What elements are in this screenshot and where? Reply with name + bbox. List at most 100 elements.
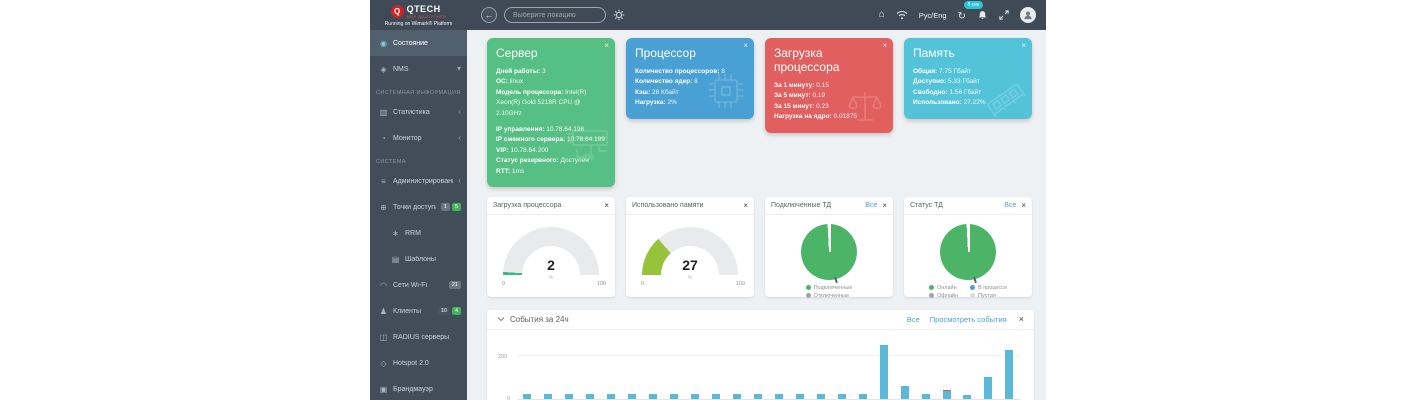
bar-02:00[interactable] — [747, 342, 768, 399]
bar-17:00[interactable] — [559, 342, 580, 399]
bar-19:00[interactable] — [601, 342, 622, 399]
sidebar-item-клиенты[interactable]: ♟ Клиенты 10 4 — [370, 298, 467, 324]
bar-20:00[interactable] — [622, 342, 643, 399]
card-field: Дней работы: 3 — [496, 68, 546, 75]
legend-item: Отключенные — [805, 293, 853, 299]
close-icon[interactable]: × — [1021, 200, 1026, 210]
all-link[interactable]: Все — [1004, 201, 1017, 209]
bar-05:00[interactable] — [810, 342, 831, 399]
sidebar-item-состояние[interactable]: ◉ Состояние — [370, 30, 467, 56]
widget-title: Статус ТД — [910, 201, 943, 209]
close-icon[interactable]: × — [1018, 314, 1024, 325]
sidebar-item-шаблоны[interactable]: ▤ Шаблоны — [370, 246, 467, 272]
bar-12:00[interactable] — [957, 342, 978, 399]
sidebar-item-монитор[interactable]: ◔ Монитор ‹ — [370, 125, 467, 151]
sidebar-item-точки-доступа[interactable]: ⊕ Точки доступа 1 5 — [370, 194, 467, 220]
sidebar-item-администрирование[interactable]: ≡ Администрирование ‹ — [370, 168, 467, 194]
count-badge: 1 — [440, 202, 450, 212]
bar-01:00[interactable] — [727, 342, 748, 399]
back-button[interactable]: ← — [481, 7, 497, 23]
close-icon[interactable]: × — [882, 41, 887, 50]
widget-title: Загрузка процессора — [493, 201, 562, 209]
pie-chart[interactable] — [801, 223, 857, 280]
statistics-icon: ▥ — [379, 107, 388, 117]
wifi-icon[interactable] — [896, 10, 908, 20]
card-field: Нагрузка на ядро: 0.01875 — [774, 113, 858, 121]
bar-21:00[interactable] — [643, 342, 664, 399]
events-all-link[interactable]: Все — [906, 314, 920, 324]
gauge-unit: % — [548, 274, 554, 281]
sidebar-item-nms[interactable]: ◈ NMS ▾ — [370, 56, 467, 82]
chevron-icon: ‹ — [458, 176, 461, 185]
bar-04:00[interactable] — [789, 342, 810, 399]
sidebar-item-label: Клиенты — [393, 307, 422, 315]
bar-14:00[interactable] — [999, 342, 1020, 399]
sidebar-nav: ◉ Состояние ◈ NMS ▾ СИСТЕМНАЯ ИНФОРМАЦИЯ ▥ Стат… — [370, 30, 467, 400]
location-search-input[interactable] — [504, 7, 606, 23]
bar-09:00[interactable] — [894, 342, 915, 399]
pie-legend-2col: Онлайн Офлайн В процессе Пустая — [904, 285, 1032, 299]
all-link[interactable]: Все — [865, 201, 878, 209]
card-field: Количество процессоров: 8 — [635, 68, 725, 75]
server-card: × Сервер Дней работы: 3 ОС: linux Модель п… — [487, 38, 615, 187]
bar-16:00[interactable] — [538, 342, 559, 399]
card-field: За 1 минуту: 0.15 — [774, 82, 829, 89]
count-badge: 5 — [451, 202, 461, 212]
chip-icon — [706, 71, 746, 111]
close-icon[interactable]: × — [743, 41, 748, 50]
settings-icon[interactable] — [613, 9, 625, 21]
language-toggle[interactable]: Рус/Eng — [918, 10, 947, 20]
templates-icon: ▤ — [391, 254, 400, 264]
sidebar-item-брандмауэр[interactable]: ▣ Брандмауэр — [370, 376, 467, 400]
bar-10:00[interactable] — [915, 342, 936, 399]
sidebar-item-hotspot-2-0[interactable]: ◇ Hotspot 2.0 — [370, 350, 467, 376]
close-icon[interactable]: × — [1021, 41, 1026, 50]
sidebar-item-сети-wi-fi[interactable]: ◠ Сети Wi-Fi 21 — [370, 272, 467, 298]
bar-11:00[interactable] — [936, 342, 957, 399]
card-field: Кэш: 28 Кбайт — [635, 88, 679, 96]
bar-13:00[interactable] — [978, 342, 999, 399]
bar-08:00[interactable] — [873, 342, 894, 399]
legend-item: Пустая — [970, 293, 1007, 299]
sidebar-section: СИСТЕМНАЯ ИНФОРМАЦИЯ — [376, 90, 461, 96]
scales-icon — [845, 87, 885, 127]
bar-18:00[interactable] — [580, 342, 601, 399]
sidebar-item-label: RRM — [405, 229, 421, 237]
administration-icon: ≡ — [381, 176, 386, 186]
logo[interactable]: Q QTECH МИР ДОСТУПНЕЕ Running on Wimark®… — [370, 0, 467, 30]
sidebar-item-label: RADIUS серверы — [393, 333, 450, 341]
auto-refresh-icon[interactable]: ↻ 5 сек — [958, 1, 984, 24]
sidebar-item-label: Статистика — [393, 108, 430, 116]
bar-07:00[interactable] — [852, 342, 873, 399]
sidebar-item-label: Hotspot 2.0 — [393, 359, 429, 367]
sidebar-item-label: Сети Wi-Fi — [393, 281, 428, 289]
bar-23:00[interactable] — [685, 342, 706, 399]
view-events-link[interactable]: Просмотреть события — [929, 314, 1007, 324]
events-title: События за 24ч — [510, 314, 569, 324]
bar-06:00[interactable] — [831, 342, 852, 399]
card-title: Сервер — [496, 46, 538, 60]
bar-00:00[interactable] — [706, 342, 727, 399]
wifi-icon: ◠ — [380, 280, 387, 290]
close-icon[interactable]: × — [604, 200, 609, 210]
pie-chart[interactable] — [940, 223, 996, 280]
close-icon[interactable]: × — [882, 200, 887, 210]
server-circuit-icon — [565, 125, 611, 165]
bar-15:00[interactable] — [517, 342, 538, 399]
expand-icon[interactable] — [999, 10, 1009, 20]
refresh-interval-badge: 5 сек — [963, 1, 984, 9]
bar-03:00[interactable] — [768, 342, 789, 399]
sidebar-item-rrm[interactable]: ∗ RRM — [370, 220, 467, 246]
sidebar-item-radius-серверы[interactable]: ◫ RADIUS серверы — [370, 324, 467, 350]
close-icon[interactable]: × — [743, 200, 748, 210]
bell-icon[interactable] — [977, 10, 988, 21]
close-icon[interactable]: × — [604, 41, 609, 50]
home-icon[interactable]: ⌂ — [878, 9, 885, 20]
collapse-chevron-icon[interactable] — [497, 316, 505, 322]
user-avatar[interactable] — [1020, 7, 1036, 23]
bar-22:00[interactable] — [664, 342, 685, 399]
sidebar-item-статистика[interactable]: ▥ Статистика ‹ — [370, 99, 467, 125]
platform-label: Running on Wimark® Platform — [384, 20, 453, 27]
ram-icon — [983, 79, 1028, 118]
monitor-icon: ◔ — [381, 133, 386, 143]
